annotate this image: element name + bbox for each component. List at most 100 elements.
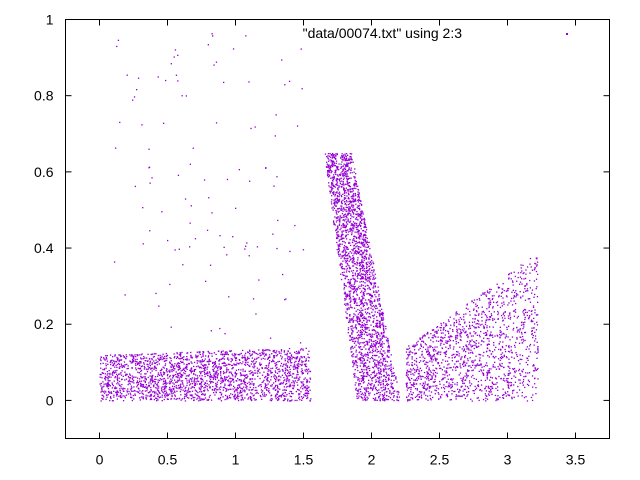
data-point	[359, 288, 361, 290]
data-point	[382, 332, 384, 334]
data-point	[361, 328, 363, 331]
data-point	[373, 384, 375, 386]
data-point	[464, 355, 466, 358]
data-point	[229, 350, 231, 352]
data-point	[328, 160, 330, 162]
data-point	[373, 333, 375, 336]
data-point	[353, 286, 355, 288]
data-point	[358, 380, 361, 382]
data-point	[363, 238, 365, 240]
data-point	[355, 340, 357, 342]
data-point	[353, 319, 355, 322]
data-point	[353, 228, 355, 230]
data-point	[466, 391, 468, 393]
data-point	[296, 367, 299, 369]
data-point	[362, 253, 364, 255]
data-point	[357, 259, 359, 261]
data-point	[265, 387, 267, 389]
data-point	[350, 188, 352, 190]
data-point	[117, 357, 119, 359]
data-point	[357, 273, 359, 275]
data-point	[136, 381, 139, 383]
data-point	[183, 363, 185, 365]
data-point	[348, 308, 350, 310]
data-point	[219, 397, 222, 399]
data-point	[358, 230, 360, 232]
data-point	[480, 344, 482, 346]
data-point	[351, 188, 353, 190]
data-point	[357, 330, 360, 332]
data-point	[266, 368, 268, 370]
data-point	[298, 377, 300, 379]
data-point	[343, 197, 345, 199]
data-point	[499, 333, 501, 336]
data-point	[373, 370, 376, 372]
data-point	[265, 384, 267, 386]
data-point	[295, 390, 297, 393]
data-point	[358, 252, 360, 254]
data-point	[328, 171, 331, 173]
data-point	[287, 378, 289, 380]
data-point	[372, 388, 374, 390]
data-point	[345, 260, 348, 262]
data-point	[355, 200, 357, 202]
data-point	[408, 351, 410, 353]
data-point	[355, 213, 357, 215]
data-point	[348, 260, 350, 262]
data-point	[99, 376, 101, 378]
data-point	[119, 388, 121, 390]
data-point	[185, 365, 187, 367]
data-point	[421, 353, 423, 355]
data-point	[288, 375, 290, 377]
data-point	[475, 303, 477, 305]
data-point	[295, 377, 297, 379]
data-point	[175, 373, 177, 376]
data-point	[352, 225, 354, 227]
data-point	[527, 372, 529, 374]
data-point	[289, 371, 291, 373]
data-point	[339, 245, 341, 248]
data-point	[360, 358, 362, 361]
data-point	[339, 239, 341, 241]
data-point	[349, 239, 351, 241]
data-point	[334, 224, 336, 226]
data-point	[127, 380, 129, 382]
data-point	[374, 306, 376, 308]
data-point	[380, 343, 382, 345]
data-point	[419, 337, 421, 339]
data-point	[244, 384, 247, 386]
data-point	[387, 388, 389, 390]
data-point	[152, 353, 154, 355]
data-point	[137, 371, 139, 373]
data-point	[369, 346, 372, 348]
data-point	[131, 354, 133, 356]
data-point	[152, 374, 154, 377]
data-point	[359, 216, 362, 218]
data-point	[526, 290, 528, 292]
data-point	[440, 327, 442, 329]
data-point	[174, 379, 176, 381]
data-point	[273, 355, 275, 357]
data-point	[151, 381, 154, 383]
data-point	[172, 369, 174, 371]
data-point	[374, 363, 376, 365]
data-point	[234, 354, 236, 357]
data-point	[144, 373, 146, 375]
data-point	[267, 383, 269, 385]
data-point	[362, 265, 365, 267]
data-point	[463, 365, 465, 367]
data-point	[364, 282, 366, 284]
data-point	[144, 360, 146, 362]
data-point	[351, 285, 353, 288]
data-point	[350, 228, 352, 230]
data-point	[133, 398, 135, 400]
data-point	[375, 342, 377, 344]
data-point	[137, 377, 139, 379]
data-point	[207, 356, 209, 358]
data-point	[377, 346, 380, 348]
data-point	[180, 357, 182, 360]
data-point	[413, 359, 416, 362]
data-point	[267, 391, 270, 393]
data-point	[368, 341, 370, 343]
data-point	[424, 363, 426, 365]
